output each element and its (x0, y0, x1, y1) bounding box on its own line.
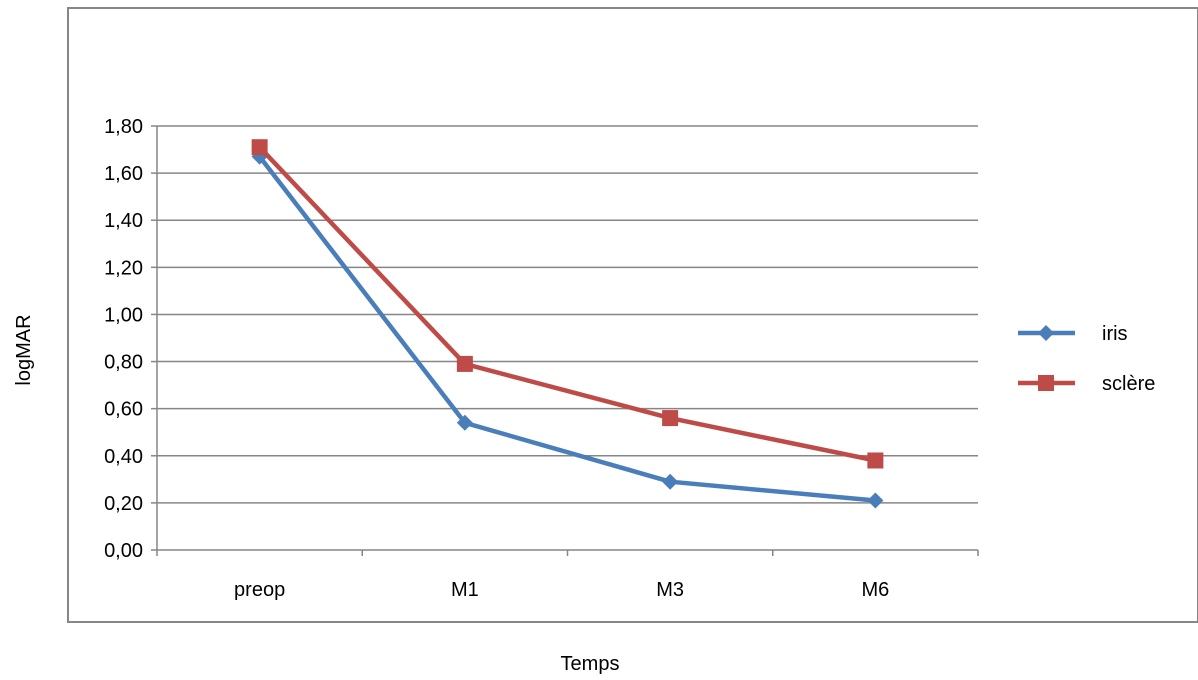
x-axis-title: Temps (561, 653, 620, 675)
gridlines (157, 125, 978, 504)
legend-marker (1038, 325, 1054, 341)
x-tick-label: M3 (656, 579, 684, 601)
x-axis-ticks: preop M1 M3 M6 (156, 550, 979, 601)
legend-label: sclère (1102, 373, 1155, 395)
y-tick-label: 0,80 (104, 352, 143, 374)
data-point (456, 355, 473, 372)
x-tick-label: M6 (861, 579, 889, 601)
data-point (662, 410, 679, 427)
data-point (662, 473, 679, 490)
data-point (867, 492, 884, 509)
y-tick-label: 0,60 (104, 399, 143, 421)
y-axis-title: logMAR (13, 314, 35, 385)
y-axis-ticks: 0,00 0,20 0,40 0,60 0,80 1,00 1,20 1,40 1,60 1,80 (104, 116, 157, 562)
data-point (867, 452, 884, 469)
y-tick-label: 1,40 (104, 210, 143, 232)
y-tick-label: 0,00 (104, 540, 143, 562)
x-tick-label: M1 (451, 579, 479, 601)
y-tick-label: 1,20 (104, 257, 143, 279)
y-tick-label: 1,80 (104, 116, 143, 138)
y-tick-label: 0,40 (104, 446, 143, 468)
series-line-1 (257, 155, 876, 503)
data-point (251, 139, 268, 156)
y-tick-label: 1,60 (104, 163, 143, 185)
x-tick-label: preop (234, 579, 285, 601)
data-point (456, 414, 473, 431)
legend-label: iris (1102, 323, 1128, 345)
series-line-2 (257, 145, 876, 463)
legend-marker (1038, 375, 1054, 391)
y-tick-label: 0,20 (104, 493, 143, 515)
y-tick-label: 1,00 (104, 304, 143, 326)
series-group (251, 139, 884, 509)
legend: iris sclère (1018, 323, 1155, 395)
